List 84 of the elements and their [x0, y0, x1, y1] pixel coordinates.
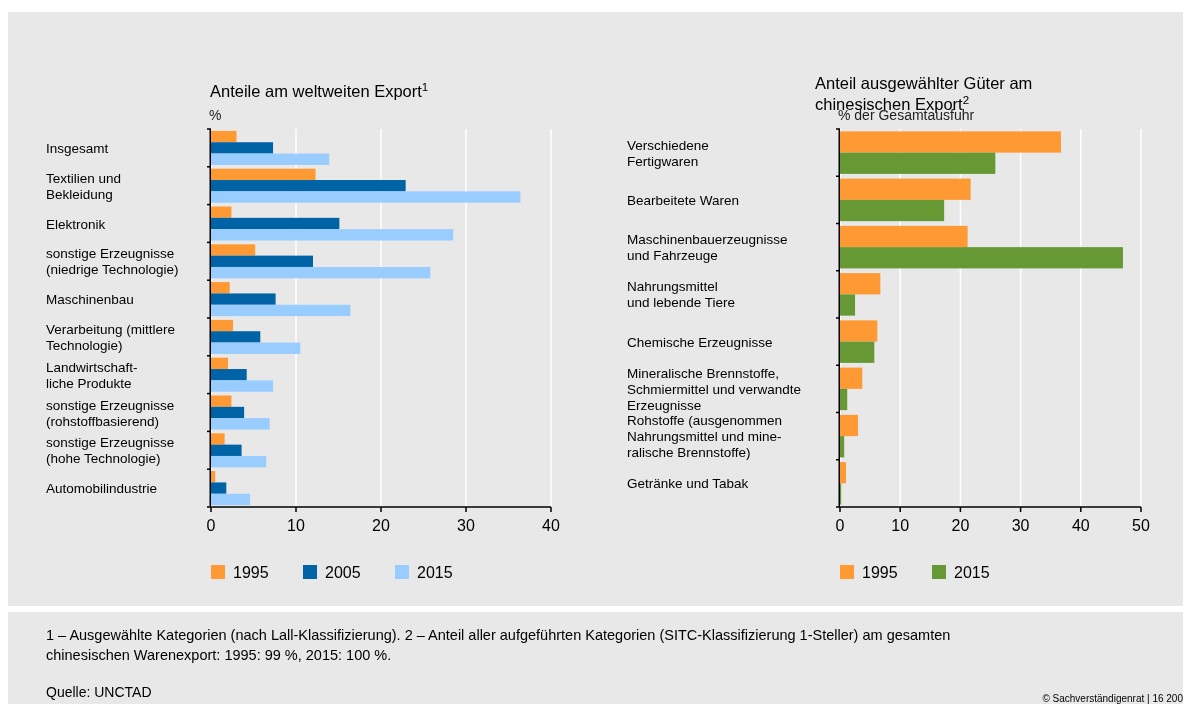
bar	[211, 229, 454, 241]
y-tick-label: sonstige Erzeugnisse (rohstoffbasierend)	[46, 397, 175, 429]
bar	[840, 131, 1061, 153]
y-tick-label: Maschinenbau	[46, 292, 134, 308]
bar	[840, 152, 996, 174]
x-tick-label: 0	[835, 517, 845, 534]
text: 1 – Ausgewählte Kategorien (nach Lall-Klassifizierung). 2 – Anteil aller aufgeführten Kategorien (SITC-Klassifizierung 1-Steller) am gesamten chinesischen Warenexport: 1995: 99 %, 2015: 100 %.	[46, 627, 951, 663]
y-tick-label: sonstige Erzeugnisse (hohe Technologie)	[46, 435, 175, 467]
chart-title: Anteile am weltweiten Export$^{1}$	[210, 81, 429, 100]
bar	[211, 153, 330, 165]
y-tick-label: Landwirtschaft- liche Produkte	[46, 359, 138, 391]
bar	[211, 418, 270, 430]
y-tick-label: Elektronik	[46, 216, 106, 232]
bar	[211, 406, 245, 419]
bar	[211, 444, 242, 456]
y-tick-label: Insgesamt	[46, 140, 109, 156]
bar	[211, 331, 261, 343]
bar	[840, 388, 848, 411]
bar	[211, 293, 276, 305]
bar	[211, 304, 351, 317]
bar	[211, 168, 316, 181]
legend-label: 2015	[417, 564, 453, 581]
y-tick-label: Textilien und Bekleidung	[46, 170, 122, 202]
y-tick-label: Verschiedene Fertigwaren	[627, 137, 709, 169]
bar	[840, 414, 859, 437]
text: © Sachverständigenrat | 16 200	[1042, 693, 1183, 704]
legend-label: 1995	[862, 564, 898, 581]
bar	[211, 217, 340, 230]
bar	[211, 455, 267, 468]
legend-label: 1995	[233, 564, 269, 581]
bar	[211, 255, 313, 267]
y-tick-label: Maschinenbauerzeugnisse und Fahrzeuge	[627, 232, 788, 264]
bar	[211, 380, 274, 392]
bar	[211, 282, 230, 294]
bar	[211, 180, 406, 192]
y-tick-label: Mineralische Brennstoffe, Schmiermittel und verwandte Erzeugnisse	[627, 365, 802, 413]
y-tick-label: Nahrungsmittel und lebende Tiere	[627, 279, 736, 311]
x-tick-label: 20	[951, 517, 970, 534]
bar	[840, 199, 945, 222]
bar	[211, 471, 216, 483]
y-tick-label: Rohstoffe (ausgenommen Nahrungsmittel und mine- ralische Brennstoffe)	[627, 413, 783, 461]
bar	[211, 395, 232, 407]
bar	[211, 319, 234, 332]
bar	[211, 130, 237, 143]
bar	[211, 369, 247, 381]
bar	[211, 342, 301, 354]
y-tick-label: Verarbeitung (mittlere Technologie)	[46, 321, 176, 353]
bar	[840, 367, 863, 389]
y-tick-label: Bearbeitete Waren	[627, 192, 740, 208]
x-tick-label: 10	[891, 517, 910, 534]
legend-label: 2005	[325, 564, 361, 581]
x-tick-label: 20	[372, 517, 390, 534]
x-tick-label: 30	[1011, 517, 1030, 534]
x-tick-label: 10	[287, 517, 305, 534]
bar	[840, 247, 1123, 269]
bar	[211, 357, 228, 370]
x-tick-label: 30	[457, 517, 475, 534]
x-tick-label: 50	[1132, 517, 1150, 534]
bar	[211, 433, 225, 445]
bar	[211, 266, 431, 279]
bar	[840, 436, 845, 458]
bar	[840, 178, 971, 200]
bar	[211, 244, 256, 256]
legend-label: 2015	[954, 564, 990, 581]
y-tick-label: Getränke und Tabak	[627, 476, 749, 492]
bar	[840, 273, 881, 295]
source-note: Quelle: UNCTAD	[46, 684, 152, 700]
x-tick-label: 40	[542, 517, 560, 534]
bar	[211, 191, 521, 203]
x-tick-label: 0	[206, 517, 216, 534]
bar	[840, 462, 847, 484]
x-axis-title: %	[209, 107, 222, 123]
bar	[211, 206, 232, 218]
bar	[840, 294, 856, 316]
bar	[840, 320, 878, 342]
bar	[840, 225, 968, 248]
bar	[211, 493, 251, 506]
bar	[211, 482, 227, 494]
x-tick-label: 40	[1071, 517, 1090, 534]
y-tick-label: Chemische Erzeugnisse	[627, 334, 773, 350]
y-tick-label: Automobilindustrie	[46, 481, 158, 497]
y-tick-label: sonstige Erzeugnisse (niedrige Technologie)	[46, 246, 179, 278]
bar	[840, 341, 875, 363]
bar	[211, 142, 274, 154]
